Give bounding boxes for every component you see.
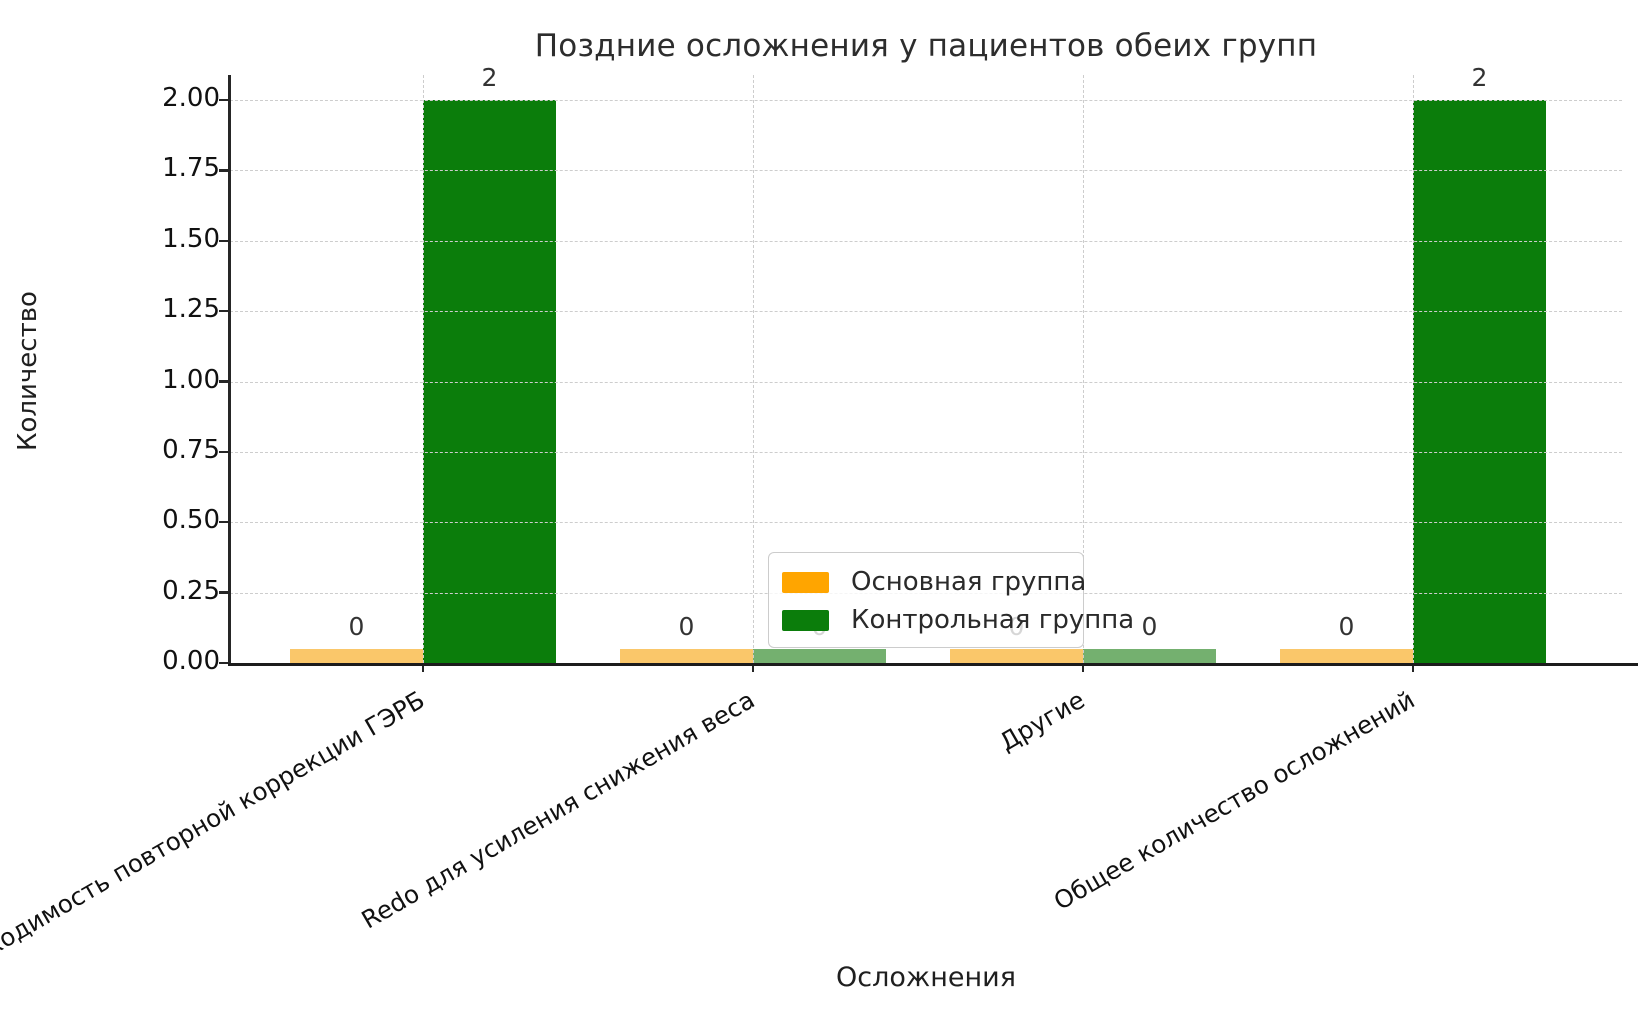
gridline-horizontal [230,522,1622,524]
y-axis-tick [219,380,228,383]
x-axis-tick [1411,663,1415,672]
x-axis-tick [751,663,755,672]
y-axis-tick [219,661,228,665]
x-axis-tick [1081,663,1085,672]
y-axis-tick [219,309,228,313]
y-axis-spine [228,75,231,663]
y-tick-label: 0.25 [162,575,220,606]
y-tick-label: 1.25 [162,294,220,325]
bar-value-label: 0 [678,611,695,641]
gridline-horizontal [230,240,1622,242]
main-group-swatch [782,571,829,593]
y-tick-label: 0.00 [162,646,220,676]
y-tick-label: 1.75 [162,153,220,184]
gridline-vertical [423,75,424,663]
gridline-horizontal [230,100,1622,101]
bar-main-group [950,648,1083,663]
legend-item-main-group: Основная группа [782,565,1086,599]
x-axis-spine [228,662,1638,666]
y-axis-tick [219,591,228,594]
x-axis-tick [421,663,425,672]
bar-value-label: 2 [1471,63,1488,92]
gridline-vertical [1413,75,1414,663]
gridline-horizontal [230,381,1622,383]
bar-value-label: 2 [481,63,498,92]
y-tick-label: 0.50 [162,505,220,536]
y-axis-tick [219,98,228,102]
y-axis-tick [219,239,228,242]
y-axis-label: Количество [13,291,43,451]
bar-value-label: 0 [1338,611,1355,641]
gridline-horizontal [230,170,1622,172]
gridline-horizontal [230,311,1622,313]
bar-control-group [1083,648,1216,663]
bar-main-group [290,648,423,663]
gridline-vertical [753,75,754,663]
gridline-horizontal [230,451,1622,453]
x-axis-label: Осложнения [836,962,1016,993]
y-axis-tick [219,450,228,454]
bar-value-label: 0 [348,611,365,641]
y-tick-label: 0.75 [162,434,220,465]
chart-title: Поздние осложнения у пациентов обеих гру… [534,28,1318,64]
control-group-swatch [782,609,829,631]
bar-main-group [620,648,753,663]
y-tick-label: 2.00 [162,83,220,113]
y-axis-tick [219,521,228,524]
legend-label-main-group: Основная группа [851,567,1087,597]
bar-value-label: 0 [1141,611,1158,641]
y-tick-label: 1.50 [162,223,220,254]
bar-control-group [753,648,886,663]
y-axis-tick [219,169,228,172]
legend: Основная группа Контрольная группа [768,552,1134,648]
y-tick-label: 1.00 [162,364,220,395]
bar-main-group [1280,648,1413,663]
gridline-vertical [1083,75,1084,663]
plot-area: 00002002 0.000.250.500.751.001.251.501.7… [0,63,1638,993]
legend-item-control-group: Контрольная группа [782,603,1134,637]
legend-label-control-group: Контрольная группа [851,605,1135,635]
